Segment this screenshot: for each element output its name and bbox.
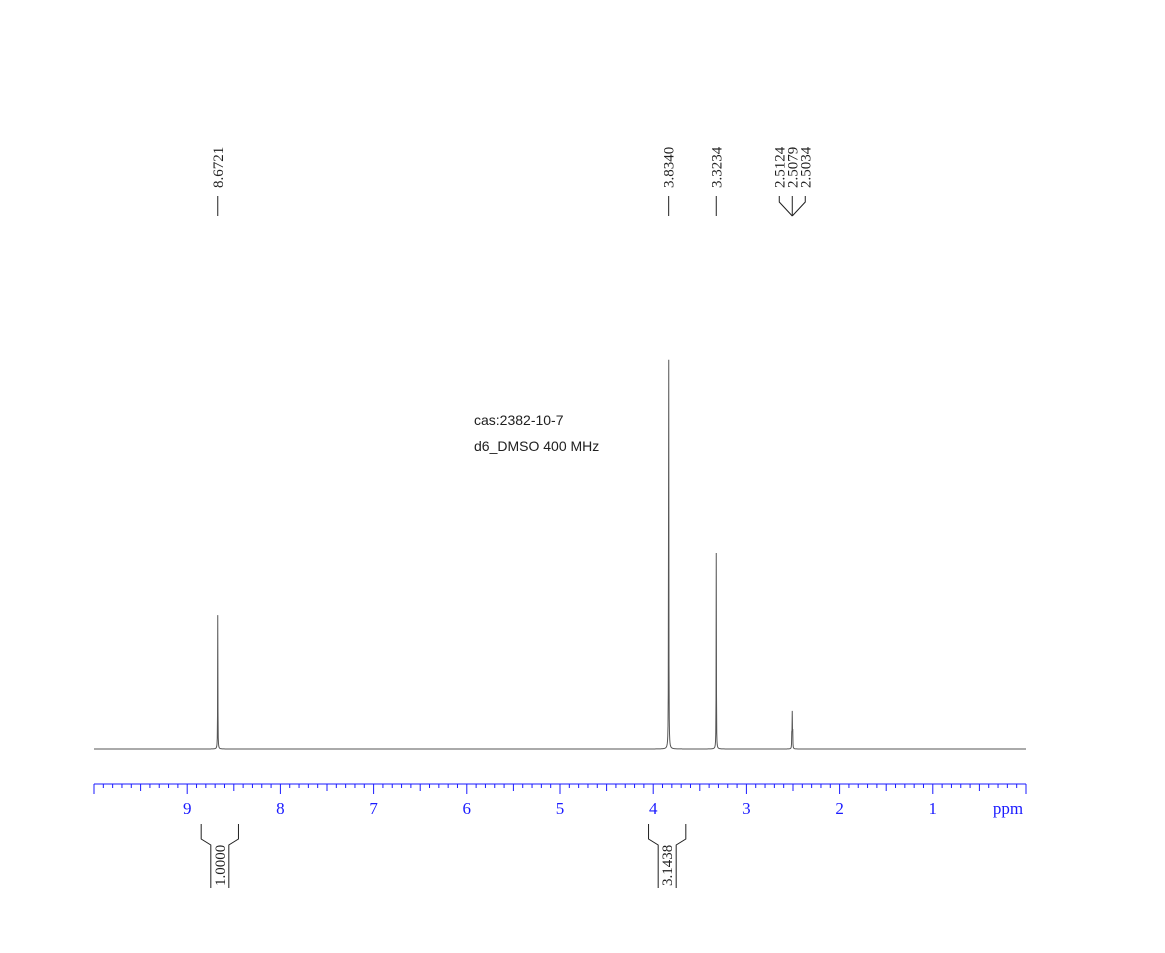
peak-label: 2.5079	[785, 147, 801, 188]
x-axis-unit: ppm	[993, 799, 1023, 818]
peak-label: 8.6721	[211, 147, 227, 188]
integral-value: 1.0000	[213, 845, 229, 886]
x-axis: 9 8 7 6 5 4 3 2 1 ppm	[93, 783, 1027, 818]
x-tick-label: 8	[276, 799, 285, 818]
x-tick-label: 2	[835, 799, 844, 818]
peak-label: 2.5034	[798, 146, 814, 188]
sample-annotations: cas:2382-10-7 d6_DMSO 400 MHz	[474, 412, 599, 454]
integral-value: 3.1438	[660, 845, 676, 886]
x-tick-label: 1	[929, 799, 938, 818]
integrals: 1.0000 3.1438	[200, 824, 687, 888]
sample-annotation: cas:2382-10-7	[474, 412, 564, 428]
x-tick-label: 9	[183, 799, 192, 818]
integral-bracket	[228, 824, 239, 888]
x-tick-label: 3	[742, 799, 751, 818]
x-tick-label: 4	[649, 799, 658, 818]
integral-bracket	[648, 824, 659, 888]
peak-label-line	[791, 196, 806, 217]
x-tick-label: 5	[556, 799, 565, 818]
integral-bracket	[200, 824, 212, 888]
x-tick-label: 7	[369, 799, 378, 818]
spectrum-line	[94, 359, 1026, 750]
peak-label: 2.5124	[772, 146, 788, 188]
peak-label-line	[778, 196, 793, 217]
x-tick-label: 6	[463, 799, 472, 818]
peak-label: 3.8340	[662, 147, 678, 188]
integral-bracket	[675, 824, 687, 888]
sample-annotation: d6_DMSO 400 MHz	[474, 438, 599, 454]
peak-label: 3.3234	[709, 146, 725, 188]
